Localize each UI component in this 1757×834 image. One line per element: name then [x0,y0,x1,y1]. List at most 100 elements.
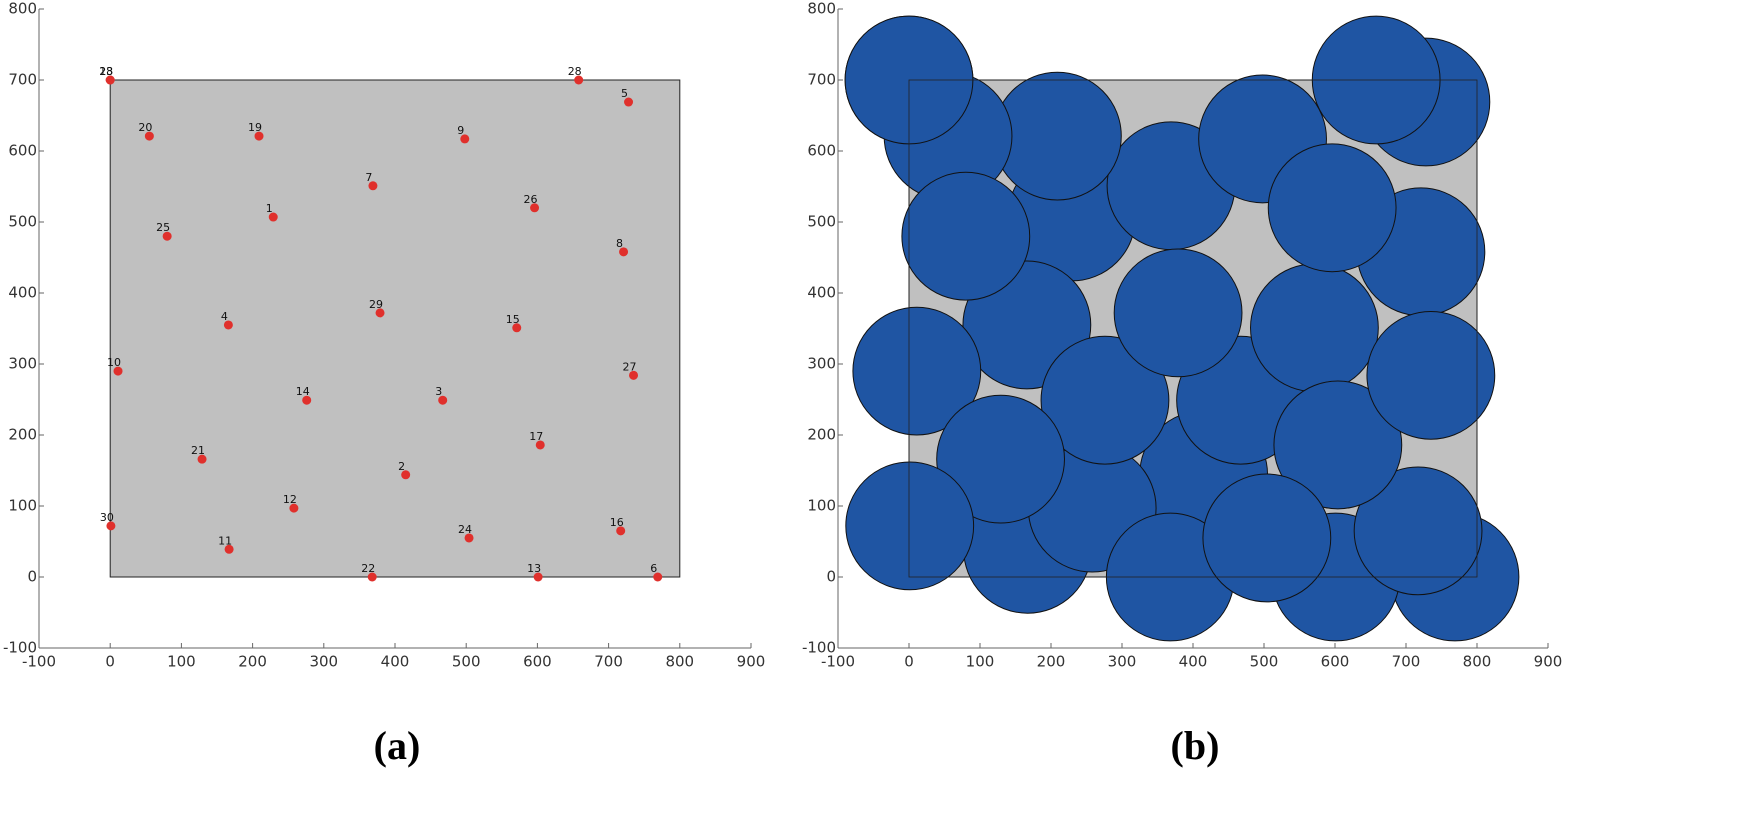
bubble [852,306,982,436]
x-tick-label: 400 [381,653,410,671]
point-label: 9 [457,124,464,137]
point-label: 29 [369,298,383,311]
point [254,131,264,141]
point [113,366,123,376]
bubble [1273,380,1403,510]
bubble [992,71,1122,201]
y-tick-label: 400 [807,284,836,302]
y-tick-label: 800 [807,0,836,18]
bubble [1353,466,1483,596]
point [289,503,299,513]
point [223,320,233,330]
point-label: 22 [361,562,375,575]
point [460,134,470,144]
point-label: 14 [296,385,310,398]
point-label: 20 [138,121,152,134]
x-tick-label: 200 [238,653,267,671]
y-tick-label: 500 [8,213,37,231]
x-tick-label: 200 [1037,653,1066,671]
y-tick-label: 600 [807,142,836,160]
point-label: 6 [650,562,657,575]
point-label: 13 [527,562,541,575]
point-label: 16 [610,516,624,529]
bubble [1040,335,1170,465]
y-tick-label: 700 [8,71,37,89]
point [302,395,312,405]
point [616,526,626,536]
point [438,395,448,405]
panel-title: (a) [374,723,421,768]
point [574,75,584,85]
point-label: 26 [524,193,538,206]
x-tick-label: -100 [821,653,855,671]
bubble [901,171,1031,301]
region-outline [908,79,1478,578]
point [624,97,634,107]
y-tick-label: 700 [807,71,836,89]
point-label: 24 [458,523,472,536]
x-tick-label: 100 [167,653,196,671]
x-tick-label: 900 [737,653,766,671]
point-label: 8 [616,237,623,250]
x-tick-label: 400 [1179,653,1208,671]
point [530,203,540,213]
y-tick-label: 0 [27,568,37,586]
y-tick-label: 500 [807,213,836,231]
point-label: 12 [283,493,297,506]
point [144,131,154,141]
point-label: 23 [99,65,113,78]
point-label: 10 [107,356,121,369]
point-label: 5 [621,87,628,100]
point-label: 18 [99,65,113,78]
y-tick-label: 100 [807,497,836,515]
point [368,181,378,191]
point [629,370,639,380]
point-label: 15 [506,313,520,326]
bubble [1202,473,1332,603]
x-tick-label: 500 [1250,653,1279,671]
x-tick-label: 800 [1463,653,1492,671]
point [512,323,522,333]
x-tick-label: 0 [904,653,914,671]
x-tick-label: 0 [105,653,115,671]
point-label: 17 [529,430,543,443]
y-tick-label: -100 [3,639,37,657]
x-tick-label: 100 [966,653,995,671]
bubble [1366,310,1496,440]
point-label: 30 [100,511,114,524]
y-tick-label: 200 [8,426,37,444]
point-label: 28 [568,65,582,78]
x-tick-label: 700 [594,653,623,671]
x-tick-label: 600 [1321,653,1350,671]
region [109,79,681,578]
bubble [1250,263,1379,393]
point [197,454,207,464]
point-label: 27 [623,360,637,373]
point-label: 1 [266,202,273,215]
point [224,544,234,554]
y-tick-label: 100 [8,497,37,515]
point [105,75,115,85]
y-tick-label: 600 [8,142,37,160]
point-label: 7 [365,171,372,184]
point-label: 11 [218,534,232,547]
x-tick-label: 600 [523,653,552,671]
point [653,572,663,582]
point [268,212,278,222]
bubble [1267,143,1397,273]
bubble [845,461,975,591]
point [162,231,172,241]
y-tick-label: 400 [8,284,37,302]
point [533,572,543,582]
x-tick-label: -100 [22,653,56,671]
y-tick-label: 200 [807,426,836,444]
y-tick-label: 800 [8,0,37,18]
point-label: 25 [156,221,170,234]
y-tick-label: 300 [8,355,37,373]
x-tick-label: 800 [665,653,694,671]
y-tick-label: -100 [802,639,836,657]
x-tick-label: 300 [1108,653,1137,671]
point [375,308,385,318]
x-tick-label: 900 [1534,653,1563,671]
x-tick-label: 500 [452,653,481,671]
